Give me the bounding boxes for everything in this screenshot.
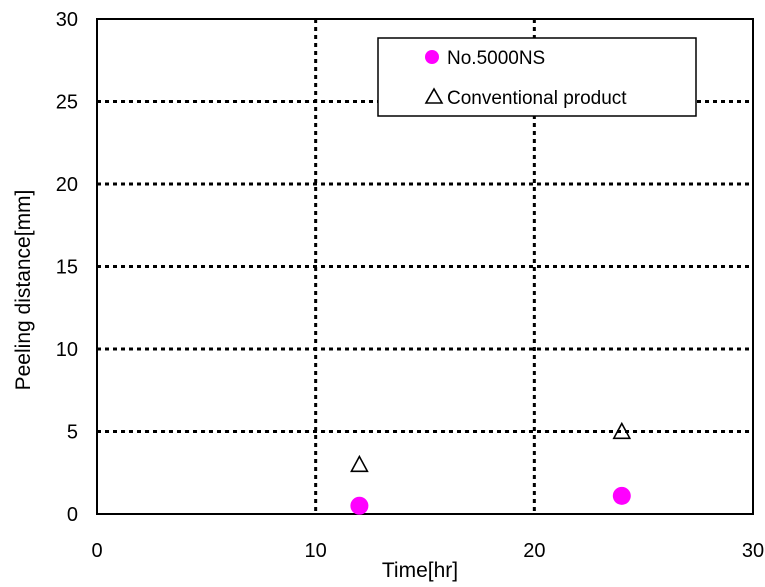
x-tick-label-2: 20 <box>523 540 545 562</box>
y-tick-label-6: 30 <box>56 9 78 31</box>
legend-label-no5000ns: No.5000NS <box>447 48 545 69</box>
legend-marker-conventional <box>424 87 444 104</box>
legend: No.5000NS Conventional product <box>377 37 697 117</box>
y-tick-label-3: 15 <box>56 257 78 279</box>
x-tick-labels: 0 10 20 30 <box>91 540 764 562</box>
y-tick-label-4: 20 <box>56 174 78 196</box>
legend-label-conventional: Conventional product <box>447 88 627 109</box>
plot-area-frame <box>96 18 754 515</box>
data-point-s1-1 <box>612 421 632 440</box>
x-tick-label-3: 30 <box>742 540 764 562</box>
y-tick-labels: 0 5 10 15 20 25 30 <box>56 9 78 526</box>
data-points <box>350 421 632 515</box>
y-tick-label-1: 5 <box>67 422 78 444</box>
x-axis-label: Time[hr] <box>382 559 458 582</box>
y-tick-label-5: 25 <box>56 92 78 114</box>
x-tick-label-0: 0 <box>91 540 102 562</box>
data-point-s0-1 <box>612 486 631 505</box>
legend-marker-no5000ns <box>425 50 439 64</box>
data-point-s1-0 <box>350 454 369 473</box>
y-axis-label: Peeling distance[mm] <box>12 190 35 391</box>
data-point-s0-0 <box>350 496 369 515</box>
x-tick-label-1: 10 <box>305 540 327 562</box>
y-tick-label-2: 10 <box>56 339 78 361</box>
y-tick-label-0: 0 <box>67 504 78 526</box>
